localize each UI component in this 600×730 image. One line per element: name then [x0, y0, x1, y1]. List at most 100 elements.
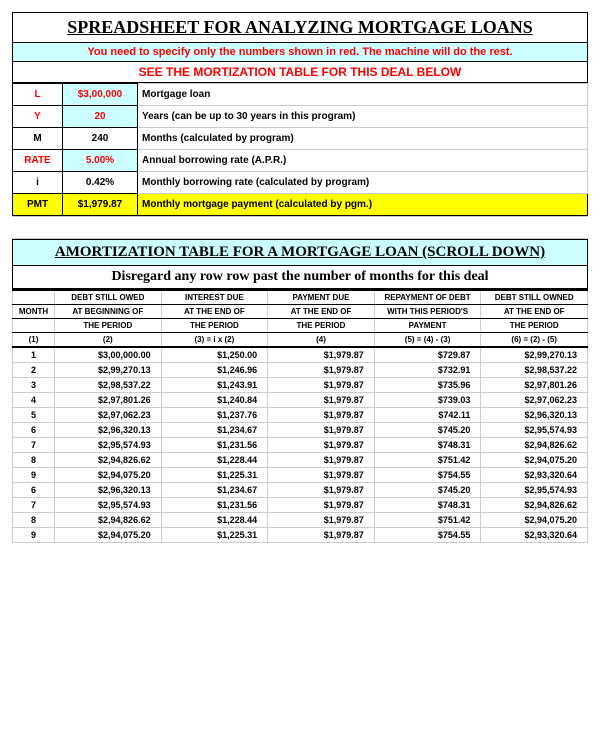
amort-debt-begin: $2,99,270.13: [55, 363, 162, 378]
input-desc: Annual borrowing rate (A.P.R.): [138, 150, 588, 172]
amort-interest: $1,234.67: [161, 483, 268, 498]
input-row: Y20Years (can be up to 30 years in this …: [13, 106, 588, 128]
amort-debt-end: $2,99,270.13: [481, 347, 588, 363]
main-title: SPREADSHEET FOR ANALYZING MORTGAGE LOANS: [12, 12, 588, 43]
amort-debt-begin: $2,98,537.22: [55, 378, 162, 393]
input-row: RATE5.00%Annual borrowing rate (A.P.R.): [13, 150, 588, 172]
amort-month: 8: [13, 513, 55, 528]
amort-interest: $1,234.67: [161, 423, 268, 438]
amort-header-cell: AT BEGINNING OF: [55, 305, 162, 319]
amort-interest: $1,240.84: [161, 393, 268, 408]
amort-debt-begin: $2,96,320.13: [55, 483, 162, 498]
input-label: L: [13, 84, 63, 106]
amort-debt-begin: $2,95,574.93: [55, 438, 162, 453]
amort-header-cell: [13, 319, 55, 333]
amort-month: 9: [13, 528, 55, 543]
amort-header-cell: THE PERIOD: [55, 319, 162, 333]
amort-header-cell: DEBT STILL OWED: [55, 290, 162, 305]
amort-header-cell: REPAYMENT OF DEBT: [374, 290, 481, 305]
amort-repayment: $745.20: [374, 423, 481, 438]
amort-header-cell: MONTH: [13, 305, 55, 319]
amort-repayment: $748.31: [374, 438, 481, 453]
amort-interest: $1,231.56: [161, 438, 268, 453]
input-desc: Months (calculated by program): [138, 128, 588, 150]
amort-interest: $1,237.76: [161, 408, 268, 423]
amort-debt-begin: $2,94,826.62: [55, 513, 162, 528]
amort-debt-end: $2,95,574.93: [481, 483, 588, 498]
input-value: $1,979.87: [63, 194, 138, 216]
amort-row: 3$2,98,537.22$1,243.91$1,979.87$735.96$2…: [13, 378, 588, 393]
amort-row: 9$2,94,075.20$1,225.31$1,979.87$754.55$2…: [13, 468, 588, 483]
amort-debt-end: $2,95,574.93: [481, 423, 588, 438]
amort-row: 7$2,95,574.93$1,231.56$1,979.87$748.31$2…: [13, 498, 588, 513]
input-label: RATE: [13, 150, 63, 172]
amort-payment: $1,979.87: [268, 483, 375, 498]
amort-table: DEBT STILL OWEDINTEREST DUEPAYMENT DUERE…: [12, 289, 588, 543]
input-desc: Years (can be up to 30 years in this pro…: [138, 106, 588, 128]
input-desc: Mortgage loan: [138, 84, 588, 106]
amort-payment: $1,979.87: [268, 528, 375, 543]
amort-debt-end: $2,94,826.62: [481, 438, 588, 453]
amort-debt-end: $2,94,075.20: [481, 513, 588, 528]
amort-header-cell: PAYMENT DUE: [268, 290, 375, 305]
amort-repayment: $751.42: [374, 453, 481, 468]
amort-debt-end: $2,93,320.64: [481, 468, 588, 483]
amort-row: 8$2,94,826.62$1,228.44$1,979.87$751.42$2…: [13, 513, 588, 528]
amort-month: 7: [13, 438, 55, 453]
amort-title: AMORTIZATION TABLE FOR A MORTGAGE LOAN (…: [12, 239, 588, 266]
amort-debt-end: $2,94,075.20: [481, 453, 588, 468]
amort-row: 8$2,94,826.62$1,228.44$1,979.87$751.42$2…: [13, 453, 588, 468]
amort-header-cell: (5) = (4) - (3): [374, 333, 481, 348]
input-value: 5.00%: [63, 150, 138, 172]
amort-interest: $1,228.44: [161, 453, 268, 468]
disregard-note: Disregard any row row past the number of…: [12, 266, 588, 289]
amort-row: 2$2,99,270.13$1,246.96$1,979.87$732.91$2…: [13, 363, 588, 378]
amort-repayment: $739.03: [374, 393, 481, 408]
amort-header-cell: THE PERIOD: [161, 319, 268, 333]
input-value: 240: [63, 128, 138, 150]
amort-header-cell: (6) = (2) - (5): [481, 333, 588, 348]
amort-debt-begin: $2,94,075.20: [55, 468, 162, 483]
amort-interest: $1,225.31: [161, 528, 268, 543]
amort-row: 5$2,97,062.23$1,237.76$1,979.87$742.11$2…: [13, 408, 588, 423]
amort-debt-begin: $2,94,826.62: [55, 453, 162, 468]
amort-row: 9$2,94,075.20$1,225.31$1,979.87$754.55$2…: [13, 528, 588, 543]
amort-month: 8: [13, 453, 55, 468]
amort-interest: $1,228.44: [161, 513, 268, 528]
amort-repayment: $751.42: [374, 513, 481, 528]
amort-debt-end: $2,97,062.23: [481, 393, 588, 408]
amort-repayment: $748.31: [374, 498, 481, 513]
amort-repayment: $754.55: [374, 528, 481, 543]
input-label: PMT: [13, 194, 63, 216]
amort-payment: $1,979.87: [268, 363, 375, 378]
amort-header-cell: THE PERIOD: [481, 319, 588, 333]
amort-debt-begin: $3,00,000.00: [55, 347, 162, 363]
amort-payment: $1,979.87: [268, 513, 375, 528]
amort-payment: $1,979.87: [268, 423, 375, 438]
input-desc: Monthly mortgage payment (calculated by …: [138, 194, 588, 216]
amort-header-cell: THE PERIOD: [268, 319, 375, 333]
amort-debt-end: $2,93,320.64: [481, 528, 588, 543]
amort-month: 7: [13, 498, 55, 513]
amort-debt-end: $2,98,537.22: [481, 363, 588, 378]
amort-payment: $1,979.87: [268, 347, 375, 363]
amort-debt-begin: $2,96,320.13: [55, 423, 162, 438]
amort-interest: $1,246.96: [161, 363, 268, 378]
amort-repayment: $754.55: [374, 468, 481, 483]
amort-row: 4$2,97,801.26$1,240.84$1,979.87$739.03$2…: [13, 393, 588, 408]
input-row: i0.42%Monthly borrowing rate (calculated…: [13, 172, 588, 194]
amort-debt-begin: $2,94,075.20: [55, 528, 162, 543]
amort-interest: $1,225.31: [161, 468, 268, 483]
input-label: Y: [13, 106, 63, 128]
amort-debt-begin: $2,95,574.93: [55, 498, 162, 513]
amort-header-cell: AT THE END OF: [161, 305, 268, 319]
amort-interest: $1,231.56: [161, 498, 268, 513]
instruction-text: You need to specify only the numbers sho…: [12, 43, 588, 62]
input-row: L$3,00,000Mortgage loan: [13, 84, 588, 106]
amort-header-cell: DEBT STILL OWNED: [481, 290, 588, 305]
amort-month: 2: [13, 363, 55, 378]
amort-month: 5: [13, 408, 55, 423]
amort-interest: $1,243.91: [161, 378, 268, 393]
amort-debt-begin: $2,97,801.26: [55, 393, 162, 408]
inputs-table: L$3,00,000Mortgage loanY20Years (can be …: [12, 83, 588, 216]
